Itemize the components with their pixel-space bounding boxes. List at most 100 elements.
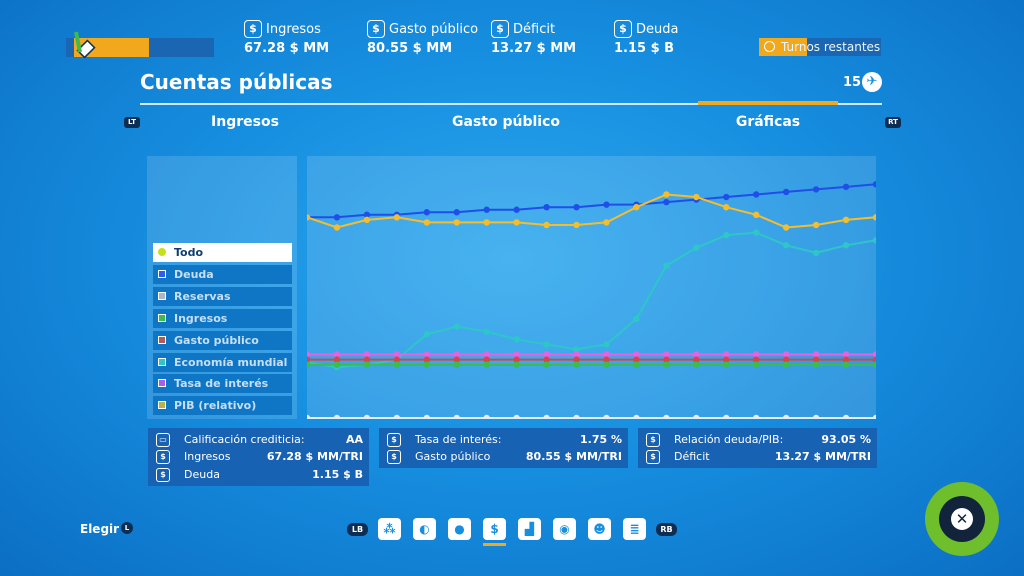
data-point (513, 351, 520, 358)
l-stick-hint[interactable]: L (121, 522, 133, 534)
data-point (663, 414, 670, 422)
data-point (453, 361, 460, 368)
data-point (543, 361, 550, 368)
rt-button-hint[interactable]: RT (885, 117, 901, 128)
data-point (363, 211, 371, 218)
data-point (663, 361, 670, 368)
data-point (842, 351, 850, 358)
data-point (693, 351, 700, 358)
tab-ingresos[interactable]: Ingresos (211, 114, 279, 130)
data-point (693, 193, 700, 201)
legend-item[interactable]: Reservas (153, 286, 292, 306)
data-point (812, 414, 820, 422)
stat-ingresos: $ Ingresos 67.28 $ MM (244, 20, 330, 56)
network-icon[interactable]: ⁂ (378, 518, 401, 540)
legend-item[interactable]: Todo (153, 243, 292, 262)
legend-item[interactable]: Deuda (153, 264, 292, 284)
data-point (782, 188, 790, 196)
money-in-icon: $ (244, 20, 262, 38)
shield-icon[interactable]: ◐ (413, 518, 436, 540)
debt-icon: $ (614, 20, 632, 38)
data-point (483, 414, 490, 422)
lb-button-hint[interactable]: LB (347, 523, 368, 536)
globe-icon[interactable]: ✈ (862, 72, 882, 92)
data-point (753, 356, 760, 363)
data-point (663, 262, 670, 269)
data-point (723, 361, 730, 368)
data-point (393, 214, 401, 221)
data-point (633, 414, 640, 422)
data-point (543, 351, 550, 358)
legend-swatch (158, 379, 166, 388)
data-point (573, 361, 580, 368)
legend-item[interactable]: Economía mundial (153, 352, 292, 372)
legend-item[interactable]: Tasa de interés (153, 374, 292, 394)
legend-label: Tasa de interés (174, 377, 269, 391)
data-point (423, 414, 430, 422)
data-point (782, 361, 790, 368)
data-point (303, 214, 311, 221)
data-point (812, 351, 820, 358)
xbox-x-icon: ✕ (951, 508, 973, 530)
info-row-debt-ratio: $ Relación deuda/PIB: 93.05 % (646, 432, 871, 448)
legend-item[interactable]: Ingresos (153, 308, 292, 328)
rb-button-hint[interactable]: RB (656, 523, 677, 536)
data-point (842, 216, 850, 224)
data-point (573, 356, 580, 363)
turn-count: 15 (843, 75, 862, 90)
dock-selected-indicator (483, 543, 506, 546)
legend-swatch (158, 291, 166, 300)
data-point (543, 203, 550, 211)
tab-graficas[interactable]: Gráficas (735, 114, 801, 130)
lt-button-hint[interactable]: LT (124, 117, 140, 128)
info-row-deuda: $ Deuda 1.15 $ B (156, 467, 363, 483)
stat-deuda: $ Deuda 1.15 $ B (614, 20, 679, 56)
data-point (842, 414, 850, 422)
legend-swatch (158, 269, 166, 278)
series-line (307, 183, 877, 219)
voter-approval-icon (74, 31, 96, 58)
document-icon[interactable]: ≣ (623, 518, 646, 540)
data-point (363, 356, 371, 363)
data-point (872, 361, 880, 368)
data-point (693, 361, 700, 368)
data-point (333, 351, 341, 358)
data-point (423, 219, 430, 226)
info-box-debt: $ Relación deuda/PIB: 93.05 % $ Déficit … (638, 428, 877, 468)
data-point (333, 361, 341, 368)
data-point (663, 351, 670, 358)
lightbulb-icon[interactable]: ● (448, 518, 471, 540)
stat-deficit: $ Déficit 13.27 $ MM (491, 20, 577, 56)
webcam-icon[interactable]: ◉ (553, 518, 576, 540)
turns-remaining: Turnos restantes (759, 38, 881, 56)
data-point (363, 351, 371, 358)
info-row-deficit: $ Déficit 13.27 $ MM/TRI (646, 449, 871, 465)
data-point (393, 361, 401, 368)
data-point (872, 414, 880, 422)
legend-item[interactable]: PIB (relativo) (153, 396, 292, 416)
data-point (782, 224, 790, 231)
data-point (663, 198, 670, 206)
data-point (543, 221, 550, 229)
clock-icon (764, 41, 775, 52)
data-point (453, 219, 460, 226)
data-point (333, 356, 341, 363)
credit-card-icon: ▭ (156, 433, 170, 447)
chair-icon[interactable]: ▟ (518, 518, 541, 540)
tab-gasto-publico[interactable]: Gasto público (452, 114, 560, 130)
data-point (513, 356, 520, 363)
data-point (633, 315, 640, 323)
legend-label: Gasto público (174, 333, 259, 347)
data-point (633, 351, 640, 358)
interest-icon: $ (387, 433, 401, 447)
data-point (603, 219, 610, 226)
data-point (842, 183, 850, 191)
data-point (483, 361, 490, 368)
data-point (812, 356, 820, 363)
legend-item[interactable]: Gasto público (153, 330, 292, 350)
data-point (872, 237, 880, 244)
chart-panel (303, 156, 880, 422)
dollar-icon[interactable]: $ (483, 518, 506, 540)
data-point (663, 191, 670, 198)
people-icon[interactable]: ☻ (588, 518, 611, 540)
